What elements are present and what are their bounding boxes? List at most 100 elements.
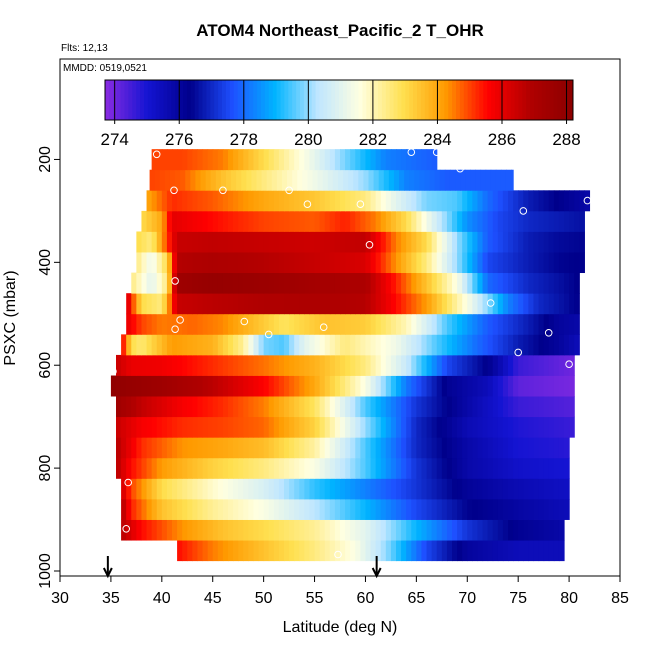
heatmap-cell [256, 169, 263, 191]
heatmap-cell [177, 252, 183, 274]
heatmap-cell [273, 396, 280, 418]
heatmap-cell [299, 293, 305, 315]
heatmap-cell [584, 190, 591, 212]
heatmap-cell [197, 519, 204, 541]
heatmap-cell [480, 169, 487, 191]
heatmap-cell [166, 272, 173, 294]
heatmap-cell [121, 396, 127, 418]
heatmap-cell [207, 519, 214, 541]
heatmap-cell [350, 416, 356, 438]
heatmap-cell [228, 478, 234, 500]
heatmap-cell [365, 375, 372, 397]
heatmap-cell [299, 396, 305, 418]
heatmap-cell [151, 272, 158, 294]
heatmap-cell [436, 375, 443, 397]
heatmap-cell [329, 498, 336, 520]
heatmap-cell [406, 190, 412, 212]
colorbar-segment [417, 80, 422, 120]
heatmap-cell [289, 252, 295, 274]
heatmap-cell [258, 519, 265, 541]
heatmap-cell [228, 498, 234, 520]
heatmap-cell [340, 190, 346, 212]
heatmap-cell [416, 457, 423, 479]
heatmap-cell [350, 149, 356, 171]
heatmap-cell [513, 540, 519, 562]
heatmap-cell [197, 313, 204, 335]
heatmap-cell [355, 231, 361, 253]
heatmap-cell [502, 190, 509, 212]
heatmap-cell [258, 293, 265, 315]
heatmap-cell [238, 272, 244, 294]
heatmap-cell [172, 252, 178, 274]
heatmap-cell [431, 519, 438, 541]
heatmap-cell [406, 313, 412, 335]
heatmap-cell [116, 354, 122, 376]
heatmap-cell [396, 519, 402, 541]
colorbar-frame [104, 79, 574, 121]
colorbar-segment [518, 80, 523, 120]
heatmap-cell [268, 498, 275, 520]
heatmap-cell [228, 149, 234, 171]
heatmap-cell [337, 169, 344, 191]
heatmap-cell [446, 375, 453, 397]
heatmap-cell [192, 519, 199, 541]
heatmap-cell [304, 231, 311, 253]
heatmap-cell [284, 272, 290, 294]
heatmap-cell [217, 540, 224, 562]
heatmap-cell [217, 519, 224, 541]
colorbar-segment [553, 80, 558, 120]
colorbar-segment [354, 80, 359, 120]
heatmap-cell [156, 416, 163, 438]
heatmap-cell [314, 354, 321, 376]
heatmap-cell [401, 519, 407, 541]
heatmap-cell [487, 272, 494, 294]
heatmap-cell [502, 457, 509, 479]
heatmap-cell [533, 293, 540, 315]
heatmap-cell [378, 169, 385, 191]
heatmap-cell [375, 334, 382, 356]
heatmap-cell [299, 354, 305, 376]
heatmap-cell [452, 540, 458, 562]
heatmap-cell [141, 375, 148, 397]
heatmap-cell [533, 334, 540, 356]
heatmap-cell [289, 334, 295, 356]
heatmap-cell [187, 252, 193, 274]
heatmap-cell [411, 540, 417, 562]
heatmap-cell [182, 437, 188, 459]
heatmap-cell [166, 210, 173, 232]
heatmap-cell [197, 272, 204, 294]
heatmap-cell [467, 519, 473, 541]
heatmap-cell [217, 210, 224, 232]
heatmap-cell [284, 293, 290, 315]
heatmap-cell [574, 190, 580, 212]
colorbar-segment [116, 80, 122, 120]
heatmap-cell [401, 272, 407, 294]
heatmap-cell [243, 478, 249, 500]
heatmap-cell [508, 478, 514, 500]
heatmap-cell [543, 190, 550, 212]
colorbar-segment [202, 80, 207, 120]
heatmap-cell [156, 396, 163, 418]
colorbar-segment [288, 80, 293, 120]
heatmap-cell [146, 416, 153, 438]
heatmap-cell [304, 272, 311, 294]
heatmap-cell [574, 293, 580, 315]
heatmap-cell [513, 478, 519, 500]
heatmap-cell [131, 498, 137, 520]
heatmap-cell [197, 457, 204, 479]
heatmap-cell [355, 540, 361, 562]
heatmap-cell [401, 334, 407, 356]
heatmap-cell [131, 354, 137, 376]
heatmap-cell [574, 313, 580, 335]
colorbar-segment [319, 80, 324, 120]
heatmap-cell [212, 416, 219, 438]
heatmap-cell [284, 457, 290, 479]
heatmap-cell [238, 190, 244, 212]
heatmap-cell [334, 416, 341, 438]
heatmap-cell [154, 169, 161, 191]
heatmap-cell [131, 416, 137, 438]
heatmap-cell [401, 231, 407, 253]
heatmap-cell [340, 272, 346, 294]
heatmap-cell [263, 478, 270, 500]
heatmap-cell [370, 540, 377, 562]
